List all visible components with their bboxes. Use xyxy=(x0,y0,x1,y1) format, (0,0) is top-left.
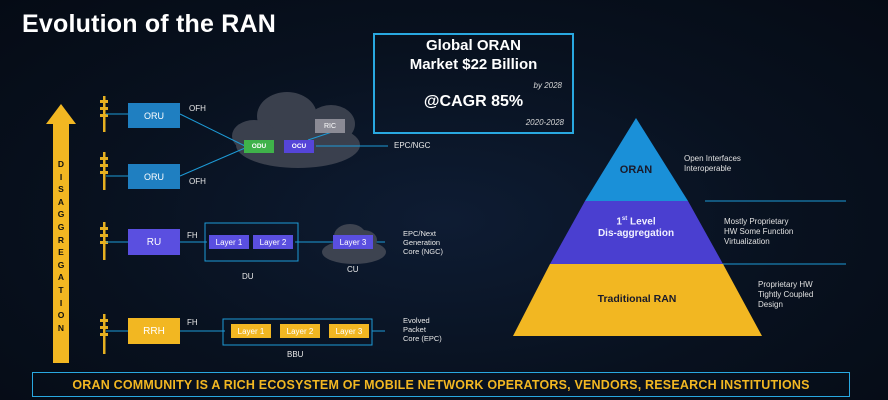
market-callout: Global ORAN Market $22 Billion by 2028 @… xyxy=(373,33,574,134)
ofh-label-2: OFH xyxy=(189,177,206,186)
oru-box-2: ORU xyxy=(128,164,180,189)
pyramid-top-label: ORAN xyxy=(619,164,653,176)
oru-box-1: ORU xyxy=(128,103,180,128)
disaggregation-arrow xyxy=(46,104,76,363)
ru-box: RU xyxy=(128,229,180,255)
market-by: by 2028 xyxy=(533,81,562,90)
cu-layer3-box: Layer 3 xyxy=(333,235,373,249)
bbu-layer2-box: Layer 2 xyxy=(280,324,320,338)
bbu-layer1-box: Layer 1 xyxy=(231,324,271,338)
ecosystem-banner: ORAN COMMUNITY IS A RICH ECOSYSTEM OF MO… xyxy=(32,372,850,397)
market-period: 2020-2028 xyxy=(525,118,564,127)
ru-fh-label: FH xyxy=(187,231,198,240)
odu-box: ODU xyxy=(244,140,274,153)
pyramid-top-oran xyxy=(585,118,688,201)
traditional-desc: Proprietary HW Tightly Coupled Design xyxy=(758,280,814,309)
du-layer2-box: Layer 2 xyxy=(253,235,293,249)
bbu-group-outline xyxy=(222,318,373,346)
oran-desc: Open Interfaces Interoperable xyxy=(684,154,741,173)
market-line1: Global ORAN xyxy=(425,37,521,54)
rrh-box: RRH xyxy=(128,318,180,344)
epc-ngc-label: EPC/NGC xyxy=(394,141,431,150)
ric-box: RIC xyxy=(315,119,345,133)
ocu-box: OCU xyxy=(284,140,314,153)
rrh-fh-label: FH xyxy=(187,318,198,327)
bbu-label: BBU xyxy=(287,350,304,359)
cu-label: CU xyxy=(347,265,359,274)
ofh-label-1: OFH xyxy=(189,104,206,113)
ngc-core-label: EPC/Next Generation Core (NGC) xyxy=(403,229,444,256)
du-layer1-box: Layer 1 xyxy=(209,235,249,249)
first-level-desc: Mostly Proprietary HW Some Function Virtua… xyxy=(724,217,794,246)
pyramid-middle-1st-level xyxy=(550,201,723,264)
antenna-icon xyxy=(100,152,108,190)
pyramid-middle-label: 1st Level Dis-aggregation xyxy=(597,216,675,240)
du-label: DU xyxy=(242,272,254,281)
pyramid-bottom-traditional xyxy=(513,264,762,336)
pyramid-bottom-label: Traditional RAN xyxy=(597,293,677,305)
antenna-icon xyxy=(100,96,108,132)
banner-text: ORAN COMMUNITY IS A RICH ECOSYSTEM OF MO… xyxy=(72,377,810,392)
antenna-icon xyxy=(100,314,108,354)
epc-core-label: Evolved Packet Core (EPC) xyxy=(403,316,442,343)
antenna-icon xyxy=(100,222,108,260)
bbu-layer3-box: Layer 3 xyxy=(329,324,369,338)
market-line2: Market $22 Billion xyxy=(409,56,538,73)
page-title: Evolution of the RAN xyxy=(22,10,276,38)
market-cagr: @CAGR 85% xyxy=(423,93,524,110)
